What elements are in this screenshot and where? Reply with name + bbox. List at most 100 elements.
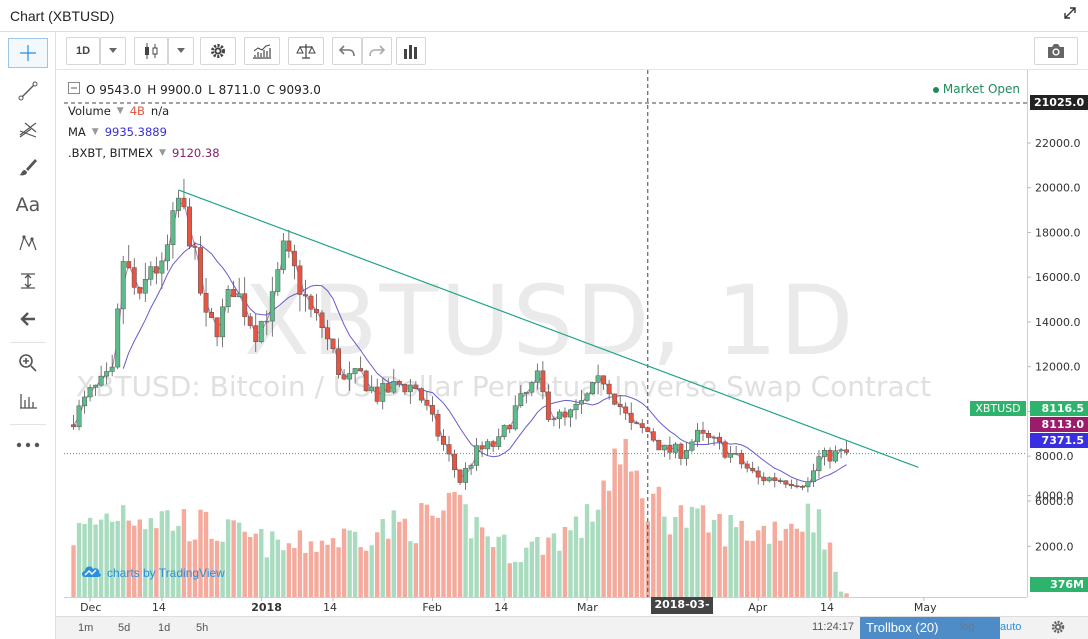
- text-tool-button[interactable]: Aa: [8, 190, 48, 220]
- caret-down-icon[interactable]: ▼: [91, 127, 99, 137]
- volume-bar: [772, 521, 777, 597]
- candle-body: [628, 412, 634, 423]
- volume-bar: [595, 509, 601, 597]
- candle-body: [551, 418, 557, 421]
- volume-bar: [253, 533, 258, 597]
- candle-body: [490, 441, 496, 447]
- expand-icon[interactable]: [1064, 6, 1076, 22]
- candle-body: [661, 444, 667, 451]
- timeframe-5h-button[interactable]: 5h: [196, 622, 209, 634]
- collapse-legend-icon[interactable]: [68, 82, 80, 97]
- window-titlebar: Chart (XBTUSD): [0, 0, 1088, 32]
- candle-body: [369, 386, 375, 392]
- candles-icon: [142, 42, 160, 60]
- volume-bar: [789, 523, 794, 597]
- measure-tool-button[interactable]: [8, 266, 48, 296]
- auto-scale-toggle[interactable]: auto: [1000, 621, 1022, 633]
- volume-bar: [524, 547, 529, 597]
- candle-body: [192, 245, 198, 248]
- pattern-tool-button[interactable]: [8, 228, 48, 258]
- zoom-tool-button[interactable]: [8, 348, 48, 378]
- more-tools-button[interactable]: [8, 430, 48, 460]
- candle-body: [545, 391, 551, 420]
- log-scale-toggle[interactable]: log: [960, 621, 975, 633]
- time-tick-label: 2018: [251, 601, 282, 614]
- volume-bar: [562, 526, 568, 597]
- index-legend[interactable]: .BXBT, BITMEX ▼ 9120.38: [68, 146, 220, 160]
- volume-bar: [535, 536, 540, 597]
- chart-pane[interactable]: XBTUSD, 1D XBTUSD: Bitcoin / US Dollar P…: [64, 70, 1088, 627]
- candle-body: [286, 240, 292, 252]
- volume-bar: [225, 519, 231, 597]
- timeframe-1m-button[interactable]: 1m: [78, 622, 94, 634]
- toolbar-divider: [10, 424, 46, 425]
- crosshair-tool-button[interactable]: [8, 38, 48, 68]
- candles: [71, 178, 850, 493]
- volume-bar: [192, 539, 198, 597]
- settings-button[interactable]: [200, 37, 236, 65]
- remove-drawings-button[interactable]: [8, 304, 48, 334]
- redo-button[interactable]: [362, 37, 392, 65]
- volume-bar: [833, 571, 838, 597]
- tradingview-branding[interactable]: charts by TradingView: [80, 564, 225, 581]
- volume-bar: [275, 539, 281, 597]
- chart-type-button[interactable]: [134, 37, 168, 65]
- candle-body: [512, 405, 518, 430]
- volume-bar: [93, 524, 98, 597]
- volume-bar: [452, 491, 457, 597]
- trollbox-button[interactable]: Trollbox (20): [860, 617, 1000, 639]
- candle-body: [363, 370, 369, 392]
- candle-body: [463, 468, 469, 483]
- volume-bar: [778, 540, 783, 597]
- price-tick-label: 18000.0: [1035, 226, 1081, 239]
- volume-bar: [557, 550, 562, 597]
- magnet-tool-button[interactable]: [8, 386, 48, 416]
- timeframe-5d-button[interactable]: 5d: [118, 622, 131, 634]
- depth-chart-button[interactable]: [396, 37, 426, 65]
- candle-body: [336, 348, 342, 375]
- candle-body: [275, 269, 281, 292]
- arrow-left-icon: [17, 308, 39, 330]
- volume-bar: [170, 530, 176, 597]
- candle-body: [761, 476, 767, 482]
- brush-tool-button[interactable]: [8, 152, 48, 182]
- interval-button[interactable]: 1D: [66, 37, 100, 65]
- candle-body: [341, 374, 347, 380]
- timeframe-1d-button[interactable]: 1d: [158, 622, 171, 634]
- volume-bar: [137, 519, 142, 597]
- volume-legend-name: Volume: [68, 104, 111, 118]
- caret-down-icon[interactable]: ▼: [159, 148, 166, 158]
- index-price-label: 8113.0: [1030, 417, 1088, 432]
- chart-type-dropdown-button[interactable]: [168, 37, 194, 65]
- fib-tool-button[interactable]: [8, 114, 48, 144]
- candle-body: [391, 381, 397, 393]
- volume-legend[interactable]: Volume ▼ 4B n/a: [68, 104, 169, 118]
- time-tick-label: 14: [494, 601, 508, 614]
- candle-body: [468, 465, 474, 469]
- bar-chart-icon: [403, 43, 419, 59]
- scale-settings-button[interactable]: [1050, 619, 1066, 638]
- indicators-button[interactable]: [244, 37, 280, 65]
- candle-body: [280, 240, 286, 270]
- candle-body: [407, 384, 413, 393]
- candle-body: [606, 383, 612, 395]
- candle-body: [656, 439, 662, 451]
- volume-bar: [347, 530, 352, 597]
- ma-legend[interactable]: MA ▼ 9935.3889: [68, 125, 167, 139]
- compare-button[interactable]: [288, 37, 324, 65]
- trend-line-tool-button[interactable]: [8, 76, 48, 106]
- candle-body: [650, 431, 656, 441]
- candle-body: [131, 267, 137, 288]
- candle-body: [247, 316, 253, 326]
- caret-down-icon[interactable]: ▼: [116, 106, 124, 116]
- candle-body: [766, 477, 772, 482]
- snapshot-button[interactable]: [1034, 37, 1078, 65]
- volume-bar: [502, 534, 507, 597]
- undo-button[interactable]: [332, 37, 362, 65]
- interval-dropdown-button[interactable]: [100, 37, 126, 65]
- price-chart[interactable]: 6000.08000.010000.012000.014000.016000.0…: [64, 70, 1088, 616]
- candle-body: [187, 206, 192, 247]
- candle-body: [308, 295, 314, 310]
- volume-bar: [474, 517, 479, 597]
- candle-body: [507, 425, 513, 430]
